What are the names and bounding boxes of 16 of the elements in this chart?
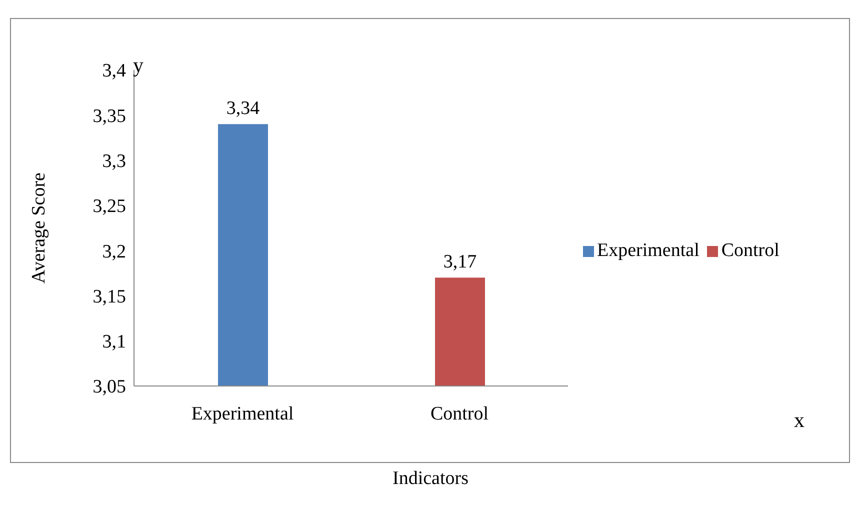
y-tick-label: 3,3: [102, 151, 126, 172]
y-tick-label: 3,2: [102, 241, 126, 262]
y-tick-label: 3,25: [92, 196, 126, 218]
y-tick-label: 3,35: [92, 106, 126, 127]
legend-label: Control: [720, 240, 780, 262]
y-tick-label: 3,15: [92, 286, 126, 308]
data-label: 3,17: [443, 252, 477, 273]
data-label: 3,34: [226, 98, 260, 120]
y-tick-label: 3,1: [102, 332, 126, 353]
legend-label: Experimental: [596, 240, 700, 262]
x-axis-title: Indicators: [392, 468, 470, 490]
y-axis-title: Average Score: [28, 172, 50, 284]
y-tick-label: 3,4: [102, 60, 126, 82]
text: x: [794, 408, 804, 433]
y-tick-label: 3,05: [92, 376, 126, 398]
annotation: y: [133, 53, 144, 78]
